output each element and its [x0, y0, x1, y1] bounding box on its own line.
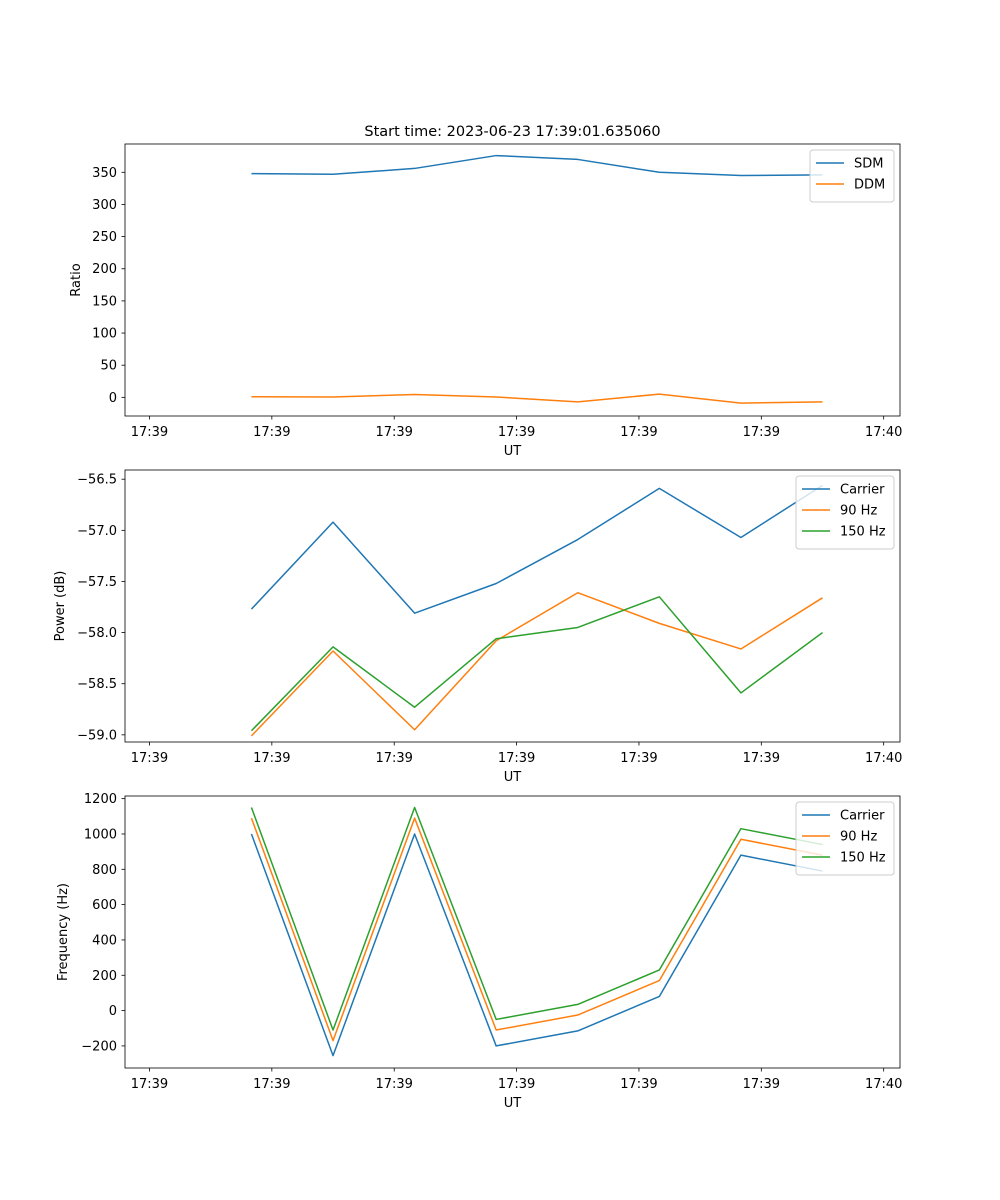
series-group — [251, 154, 823, 404]
y-tick-label: 800 — [92, 863, 117, 878]
x-tick-label: 17:39 — [375, 1077, 412, 1092]
y-tick-label: −59.0 — [77, 728, 117, 743]
y-tick-label: 150 — [92, 294, 117, 309]
y-tick-label: 1200 — [84, 792, 117, 807]
x-tick-label: 17:39 — [131, 425, 168, 440]
x-tick-label: 17:39 — [498, 425, 535, 440]
panel-2: 17:39 17:39 17:39 17:39 17:39 17:39 17:40 −59.0… — [53, 469, 902, 785]
series-group — [250, 484, 823, 737]
legend-label: 90 Hz — [840, 504, 877, 519]
x-tick-label: 17:39 — [253, 751, 290, 766]
plot-frame — [124, 143, 901, 417]
x-axis-label: UT — [504, 770, 522, 785]
plot-frame — [124, 469, 901, 743]
legend-label: Carrier — [840, 809, 885, 824]
legend-label: SDM — [854, 157, 883, 172]
x-tick-label: 17:39 — [620, 751, 657, 766]
legend: Carrier 90 Hz 150 Hz — [795, 475, 895, 550]
series-group — [250, 806, 823, 1057]
x-tick-label: 17:39 — [620, 1077, 657, 1092]
x-tick-label: 17:39 — [253, 425, 290, 440]
x-tick-label: 17:39 — [743, 425, 780, 440]
x-tick-label: 17:39 — [620, 425, 657, 440]
y-axis-label: Ratio — [69, 263, 84, 296]
x-axis-label: UT — [504, 1096, 522, 1111]
legend-label: DDM — [854, 178, 885, 193]
y-tick-label: 100 — [92, 327, 117, 342]
y-tick-label: −58.5 — [77, 677, 117, 692]
y-tick-label: 350 — [92, 166, 117, 181]
y-tick-label: −57.5 — [77, 575, 117, 590]
y-tick-label: 50 — [100, 359, 117, 374]
y-axis-label: Frequency (Hz) — [56, 883, 71, 981]
y-tick-label: 200 — [92, 969, 117, 984]
y-tick-label: −58.0 — [77, 626, 117, 641]
chart-title: Start time: 2023-06-23 17:39:01.635060 — [364, 124, 660, 140]
x-tick-label: 17:39 — [375, 425, 412, 440]
y-tick-label: 250 — [92, 230, 117, 245]
x-axis-label: UT — [504, 444, 522, 459]
legend-label: 90 Hz — [840, 830, 877, 845]
x-tick-label: 17:39 — [498, 1077, 535, 1092]
panel-3: 17:39 17:39 17:39 17:39 17:39 17:39 17:40 −200 0… — [56, 792, 902, 1111]
x-tick-label: 17:39 — [131, 1077, 168, 1092]
series-line-ddm — [251, 393, 823, 404]
legend: Carrier 90 Hz 150 Hz — [795, 801, 895, 876]
x-tick-label: 17:39 — [375, 751, 412, 766]
series-line-carrier — [250, 484, 823, 614]
x-tick-label: 17:40 — [865, 425, 902, 440]
series-line-90-hz — [250, 817, 823, 1042]
x-tick-label: 17:39 — [131, 751, 168, 766]
y-tick-label: 300 — [92, 198, 117, 213]
y-axis-label: Power (dB) — [53, 571, 68, 642]
y-tick-label: 0 — [109, 391, 117, 406]
series-line-sdm — [251, 154, 823, 177]
plot-frame — [124, 795, 901, 1069]
legend-label: 150 Hz — [840, 851, 886, 866]
y-tick-label: −56.5 — [77, 473, 117, 488]
y-tick-label: 200 — [92, 262, 117, 277]
legend-label: 150 Hz — [840, 525, 886, 540]
x-tick-label: 17:40 — [865, 751, 902, 766]
x-tick-label: 17:39 — [498, 751, 535, 766]
x-tick-label: 17:39 — [253, 1077, 290, 1092]
series-line-90-hz — [250, 591, 823, 737]
y-tick-label: −200 — [81, 1039, 117, 1054]
y-tick-label: 600 — [92, 898, 117, 913]
y-tick-label: −57.0 — [77, 524, 117, 539]
series-line-carrier — [250, 833, 823, 1057]
legend: SDM DDM — [809, 149, 895, 203]
x-tick-label: 17:40 — [865, 1077, 902, 1092]
y-tick-label: 1000 — [84, 827, 117, 842]
y-tick-label: 0 — [109, 1004, 117, 1019]
x-tick-label: 17:39 — [743, 1077, 780, 1092]
series-line-150-hz — [250, 596, 823, 732]
y-tick-label: 400 — [92, 933, 117, 948]
series-line-150-hz — [250, 806, 823, 1031]
panel-1: 17:39 17:39 17:39 17:39 17:39 17:39 17:40 0 50 10… — [69, 143, 902, 459]
legend-label: Carrier — [840, 483, 885, 498]
x-tick-label: 17:39 — [743, 751, 780, 766]
